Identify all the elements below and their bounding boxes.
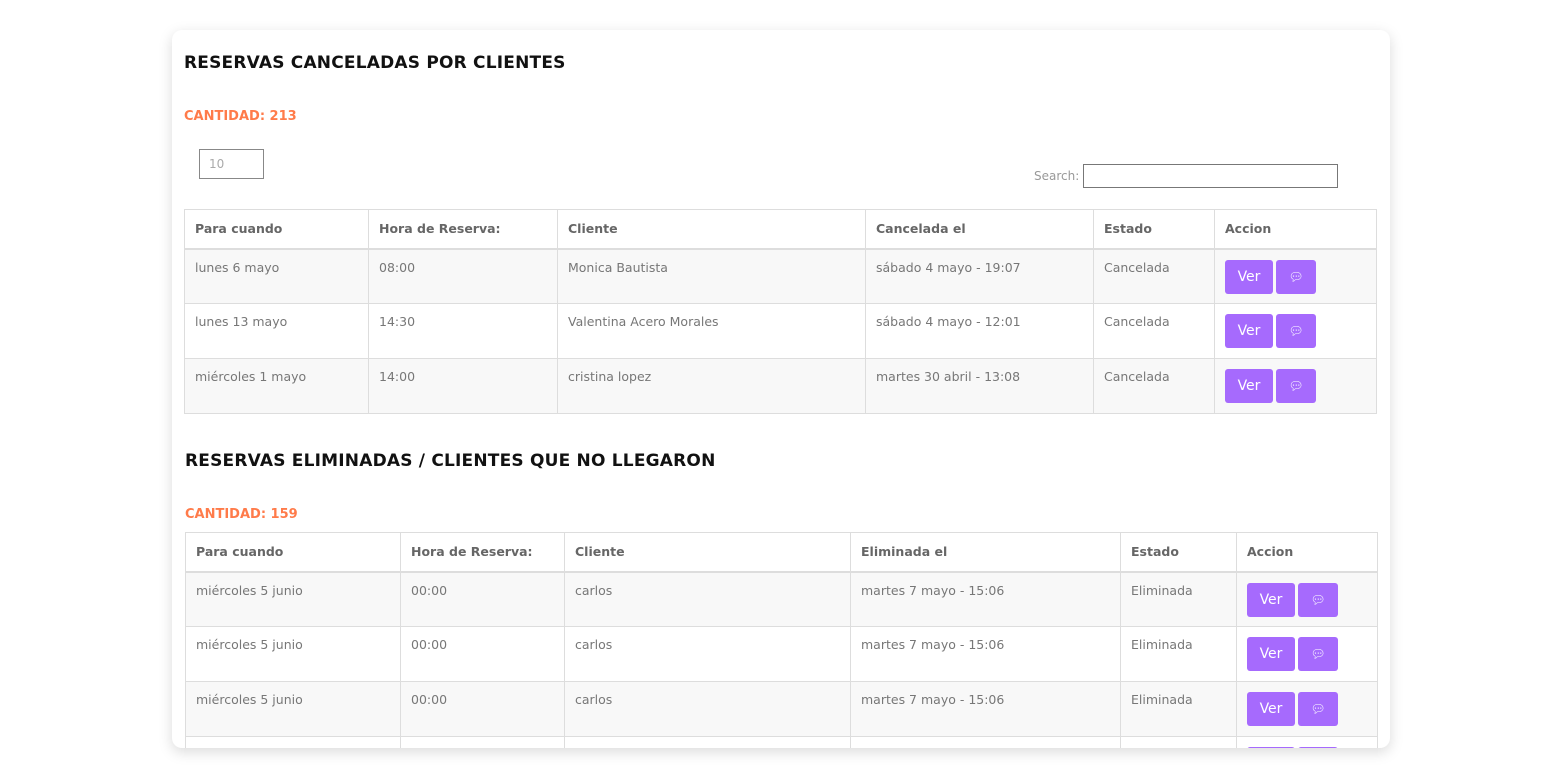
table-cell: 00:00 (400, 571, 565, 627)
table-cell: cristina lopez (557, 358, 866, 414)
table-cell: carlos (564, 681, 851, 737)
table-cell: lunes 6 mayo (184, 248, 369, 304)
column-header[interactable]: Eliminada el (850, 532, 1121, 573)
table-cell: 14:00 (368, 358, 558, 414)
comments-button[interactable]: 💬︎ (1276, 259, 1316, 294)
column-header[interactable]: Cliente (564, 532, 851, 573)
table-cell: Eliminada (1120, 681, 1237, 737)
canceladas-count: CANTIDAD: 213 (184, 109, 297, 124)
table-cell (564, 736, 851, 748)
comments-button[interactable]: 💬︎ (1298, 692, 1338, 726)
table-cell: miércoles 5 junio (185, 626, 401, 682)
table-cell (400, 736, 565, 748)
comments-button[interactable]: 💬︎ (1276, 369, 1316, 403)
header-row: Para cuando Hora de Reserva: Cliente Elimin… (185, 532, 1378, 573)
action-cell: Ver💬︎ (1236, 736, 1378, 748)
table-cell: 14:30 (368, 303, 558, 359)
ver-button[interactable]: Ver (1225, 259, 1273, 294)
table-cell: martes 7 mayo - 15:06 (850, 571, 1121, 627)
table-row: miércoles 5 junio 00:00 carlos martes 7 may… (185, 571, 1378, 627)
search-label: Search: (1034, 169, 1080, 183)
header-row: Para cuando Hora de Reserva: Cliente Cancel… (184, 209, 1377, 250)
table-cell (185, 736, 401, 748)
table-row: lunes 13 mayo 14:30 Valentina Acero Morale… (184, 303, 1377, 359)
comments-button[interactable]: 💬︎ (1298, 747, 1338, 748)
eliminadas-table: Para cuando Hora de Reserva: Cliente Elimin… (185, 532, 1378, 748)
table-cell: miércoles 5 junio (185, 571, 401, 627)
ver-button[interactable]: Ver (1225, 314, 1273, 348)
table-cell: carlos (564, 626, 851, 682)
table-row: miércoles 1 mayo 14:00 cristina lopez marte… (184, 358, 1377, 414)
action-cell: Ver 💬︎ (1236, 681, 1378, 737)
column-header[interactable]: Cancelada el (865, 209, 1094, 250)
table-cell: lunes 13 mayo (184, 303, 369, 359)
table-row: miércoles 5 junio 00:00 carlos martes 7 may… (185, 681, 1378, 737)
canceladas-title: RESERVAS CANCELADAS POR CLIENTES (184, 53, 566, 73)
search-input[interactable] (1083, 164, 1339, 188)
search-box: Search: (1034, 164, 1339, 188)
ver-button[interactable]: Ver (1225, 369, 1273, 403)
table-cell: 00:00 (400, 681, 565, 737)
ver-button[interactable]: Ver (1247, 582, 1295, 617)
table-cell: sábado 4 mayo - 19:07 (865, 248, 1094, 304)
comments-icon: 💬︎ (1288, 324, 1304, 338)
eliminadas-title: RESERVAS ELIMINADAS / CLIENTES QUE NO LL… (185, 451, 716, 471)
column-header[interactable]: Accion (1214, 209, 1377, 250)
comments-button[interactable]: 💬︎ (1298, 582, 1338, 617)
table-cell: martes 30 abril - 13:08 (865, 358, 1094, 414)
table-cell: Monica Bautista (557, 248, 866, 304)
table-cell: 08:00 (368, 248, 558, 304)
table-cell: 00:00 (400, 626, 565, 682)
comments-button[interactable]: 💬︎ (1298, 637, 1338, 671)
column-header[interactable]: Estado (1120, 532, 1237, 573)
page-length-select[interactable]: 10 (199, 149, 264, 179)
ver-button[interactable]: Ver (1247, 637, 1295, 671)
comments-icon: 💬︎ (1310, 702, 1326, 716)
table-row: lunes 6 mayo 08:00 Monica Bautista sábado 4… (184, 248, 1377, 304)
table-row: Ver💬︎ (185, 736, 1378, 748)
comments-icon: 💬︎ (1288, 379, 1304, 393)
comments-icon: 💬︎ (1310, 647, 1326, 661)
column-header[interactable]: Hora de Reserva: (368, 209, 558, 250)
action-cell: Ver 💬︎ (1214, 248, 1377, 304)
action-cell: Ver 💬︎ (1214, 358, 1377, 414)
table-cell: miércoles 1 mayo (184, 358, 369, 414)
eliminadas-count: CANTIDAD: 159 (185, 507, 298, 522)
comments-icon: 💬︎ (1288, 269, 1304, 284)
action-cell: Ver 💬︎ (1236, 626, 1378, 682)
table-cell (850, 736, 1121, 748)
comments-icon: 💬︎ (1310, 592, 1326, 607)
table-cell: Eliminada (1120, 571, 1237, 627)
action-cell: Ver 💬︎ (1214, 303, 1377, 359)
column-header[interactable]: Para cuando (184, 209, 369, 250)
table-cell: Cancelada (1093, 303, 1215, 359)
table-cell: miércoles 5 junio (185, 681, 401, 737)
table-cell: carlos (564, 571, 851, 627)
column-header[interactable]: Accion (1236, 532, 1378, 573)
table-cell: Eliminada (1120, 626, 1237, 682)
column-header[interactable]: Estado (1093, 209, 1215, 250)
table-row: miércoles 5 junio 00:00 carlos martes 7 may… (185, 626, 1378, 682)
table-cell: Cancelada (1093, 248, 1215, 304)
action-cell: Ver 💬︎ (1236, 571, 1378, 627)
table-cell: Cancelada (1093, 358, 1215, 414)
ver-button[interactable]: Ver (1247, 692, 1295, 726)
table-cell: martes 7 mayo - 15:06 (850, 626, 1121, 682)
canceladas-table: Para cuando Hora de Reserva: Cliente Cancel… (184, 209, 1377, 414)
column-header[interactable]: Hora de Reserva: (400, 532, 565, 573)
column-header[interactable]: Cliente (557, 209, 866, 250)
comments-button[interactable]: 💬︎ (1276, 314, 1316, 348)
table-cell: Valentina Acero Morales (557, 303, 866, 359)
ver-button[interactable]: Ver (1247, 747, 1295, 748)
column-header[interactable]: Para cuando (185, 532, 401, 573)
table-cell: martes 7 mayo - 15:06 (850, 681, 1121, 737)
table-cell (1120, 736, 1237, 748)
reservations-card: RESERVAS CANCELADAS POR CLIENTES CANTIDA… (172, 30, 1390, 748)
table-cell: sábado 4 mayo - 12:01 (865, 303, 1094, 359)
